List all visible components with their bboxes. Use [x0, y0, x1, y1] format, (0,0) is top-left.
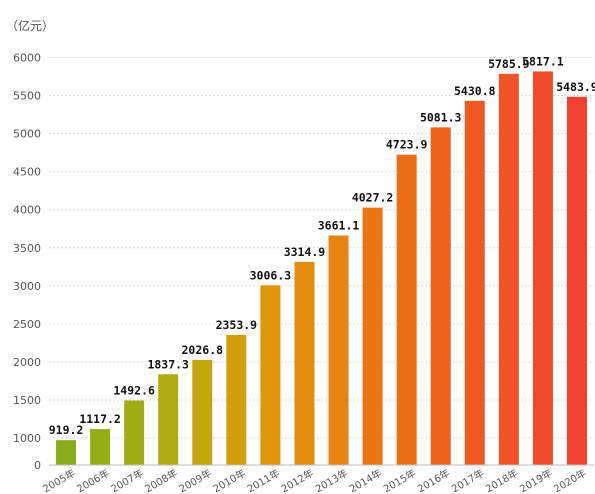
x-tick-label: 2010年 [211, 466, 248, 494]
bar [158, 374, 179, 465]
x-tick-label: 2019年 [517, 466, 554, 494]
x-tick-label: 2014年 [347, 466, 384, 494]
x-tick-label: 2015年 [381, 466, 418, 494]
data-label: 3661.1 [318, 218, 360, 232]
x-tick-label: 2011年 [245, 466, 282, 494]
data-label: 1117.2 [79, 412, 121, 426]
x-tick-label: 2005年 [40, 466, 77, 494]
x-tick-label: 2007年 [108, 466, 145, 494]
y-tick-label: 1500 [13, 394, 41, 407]
y-tick-label: 0 [34, 459, 41, 472]
y-tick-label: 2000 [13, 356, 41, 369]
y-tick-label: 4000 [13, 204, 41, 217]
bar [192, 359, 213, 465]
data-label: 3006.3 [250, 268, 292, 282]
data-label: 2353.9 [216, 318, 258, 332]
data-label: 2026.8 [182, 343, 224, 357]
data-label: 1492.6 [113, 384, 155, 398]
bar [124, 400, 145, 465]
y-axis-unit-label: （亿元） [6, 18, 54, 33]
y-tick-label: 5500 [13, 90, 41, 103]
bar [498, 73, 519, 466]
data-label: 1837.3 [147, 357, 189, 371]
y-tick-label: 3000 [13, 280, 41, 293]
bar [430, 127, 451, 465]
x-axis-ticks: 2005年2006年2007年2008年2009年2010年2011年2012年… [40, 466, 588, 494]
y-axis-ticks: 0 1000 1500 2000 2500 3000 3500 4000 4500 5000 550… [13, 52, 41, 473]
data-label: 4723.9 [386, 138, 428, 152]
y-tick-label: 4500 [13, 166, 41, 179]
data-label: 5785.9 [488, 57, 530, 71]
x-tick-label: 2016年 [415, 466, 452, 494]
y-tick-label: 3500 [13, 242, 41, 255]
x-tick-label: 2008年 [143, 466, 180, 494]
x-tick-label: 2018年 [483, 466, 520, 494]
data-label: 5081.3 [420, 110, 462, 124]
bar [464, 100, 485, 466]
bar [90, 429, 111, 465]
x-tick-label: 2009年 [177, 466, 214, 494]
grid-lines [49, 57, 594, 439]
data-label: 5483.9 [556, 80, 595, 94]
bar [294, 261, 315, 465]
bar [566, 96, 587, 465]
x-tick-label: 2013年 [313, 466, 350, 494]
data-label: 5817.1 [522, 54, 564, 68]
y-tick-label: 1000 [13, 432, 41, 445]
bars [56, 71, 587, 466]
data-label: 919.2 [49, 423, 84, 437]
bar [396, 154, 417, 465]
bar [532, 71, 553, 465]
data-label: 3314.9 [284, 245, 326, 259]
y-tick-label: 2500 [13, 318, 41, 331]
data-label: 5430.8 [454, 84, 496, 98]
x-tick-label: 2020年 [551, 466, 588, 494]
x-tick-label: 2006年 [74, 466, 111, 494]
bar [260, 285, 281, 465]
bar [362, 207, 383, 466]
data-label: 4027.2 [352, 191, 394, 205]
bar [226, 334, 247, 465]
bar [56, 440, 77, 465]
y-tick-label: 6000 [13, 52, 41, 65]
y-tick-label: 5000 [13, 128, 41, 141]
x-tick-label: 2017年 [449, 466, 486, 494]
x-tick-label: 2012年 [279, 466, 316, 494]
bar [328, 235, 349, 465]
